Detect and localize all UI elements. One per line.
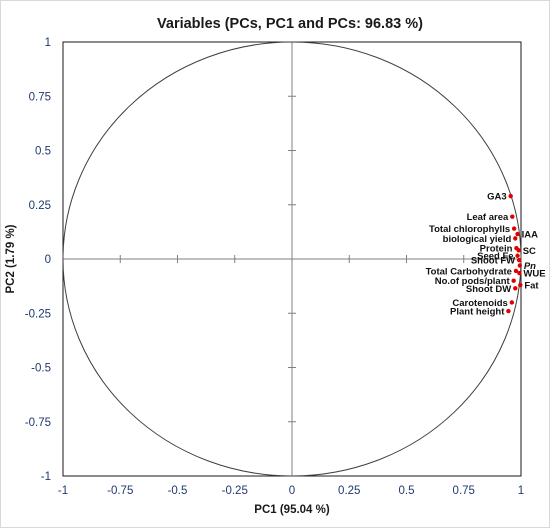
data-point-label: Plant height <box>450 307 505 318</box>
y-tick-label: 0.25 <box>29 200 51 212</box>
data-point <box>511 278 516 283</box>
y-tick-label: -0.25 <box>25 308 51 320</box>
y-tick-label: 0.5 <box>35 146 51 158</box>
data-point <box>510 214 515 219</box>
data-point-label: Shoot FW <box>471 256 515 267</box>
data-point-label: biological yield <box>443 234 512 245</box>
x-tick-label: 0.25 <box>338 485 360 497</box>
data-point-label: Total chlorophylls <box>429 224 510 235</box>
data-point <box>513 286 518 291</box>
data-point <box>515 253 520 258</box>
y-tick-label: -0.75 <box>25 417 51 429</box>
data-point-label: Leaf area <box>467 212 509 223</box>
y-axis-title: PC2 (1.79 %) <box>5 224 17 293</box>
y-tick-label: -0.5 <box>31 363 51 375</box>
data-point-label: Pn <box>524 261 536 272</box>
y-tick-label: 0.75 <box>29 91 51 103</box>
data-point <box>506 308 511 314</box>
x-tick-label: -0.5 <box>168 485 188 497</box>
data-point <box>509 300 515 305</box>
x-axis-title: PC1 (95.04 %) <box>254 504 330 516</box>
data-point <box>516 257 522 263</box>
data-point-label: Shoot DW <box>466 284 511 295</box>
data-point <box>518 282 523 288</box>
data-point <box>517 270 522 276</box>
x-tick-label: -0.75 <box>107 485 133 497</box>
y-tick-label: 1 <box>45 37 51 49</box>
x-tick-label: -0.25 <box>222 485 248 497</box>
x-tick-label: 0.5 <box>399 485 415 497</box>
data-point-label: Seed Fe <box>477 251 513 262</box>
data-point-label: Fat <box>524 281 539 292</box>
data-point-label: Carotenoids <box>452 298 507 309</box>
data-point <box>508 193 513 199</box>
data-point <box>517 263 523 268</box>
data-point <box>515 231 520 237</box>
data-point <box>513 236 518 241</box>
x-tick-label: 1 <box>518 485 524 497</box>
data-point-label: WUE <box>523 269 545 280</box>
data-point-label: No.of pods/plant <box>435 276 511 287</box>
data-point-label: GA3 <box>487 192 507 203</box>
data-point-label: IAA <box>522 230 539 241</box>
data-point-label: Total Carbohydrate <box>426 266 512 277</box>
y-tick-label: -1 <box>41 471 51 483</box>
x-tick-label: 0 <box>289 485 295 497</box>
data-point-label: SC <box>523 246 536 257</box>
data-point-label: Protein <box>480 244 513 255</box>
data-point <box>513 268 519 274</box>
data-point <box>516 248 521 253</box>
x-tick-label: -1 <box>58 485 68 497</box>
x-tick-label: 0.75 <box>453 485 475 497</box>
data-point <box>511 226 517 231</box>
y-tick-label: 0 <box>45 254 51 266</box>
chart-title: Variables (PCs, PC1 and PCs: 96.83 %) <box>157 16 423 32</box>
